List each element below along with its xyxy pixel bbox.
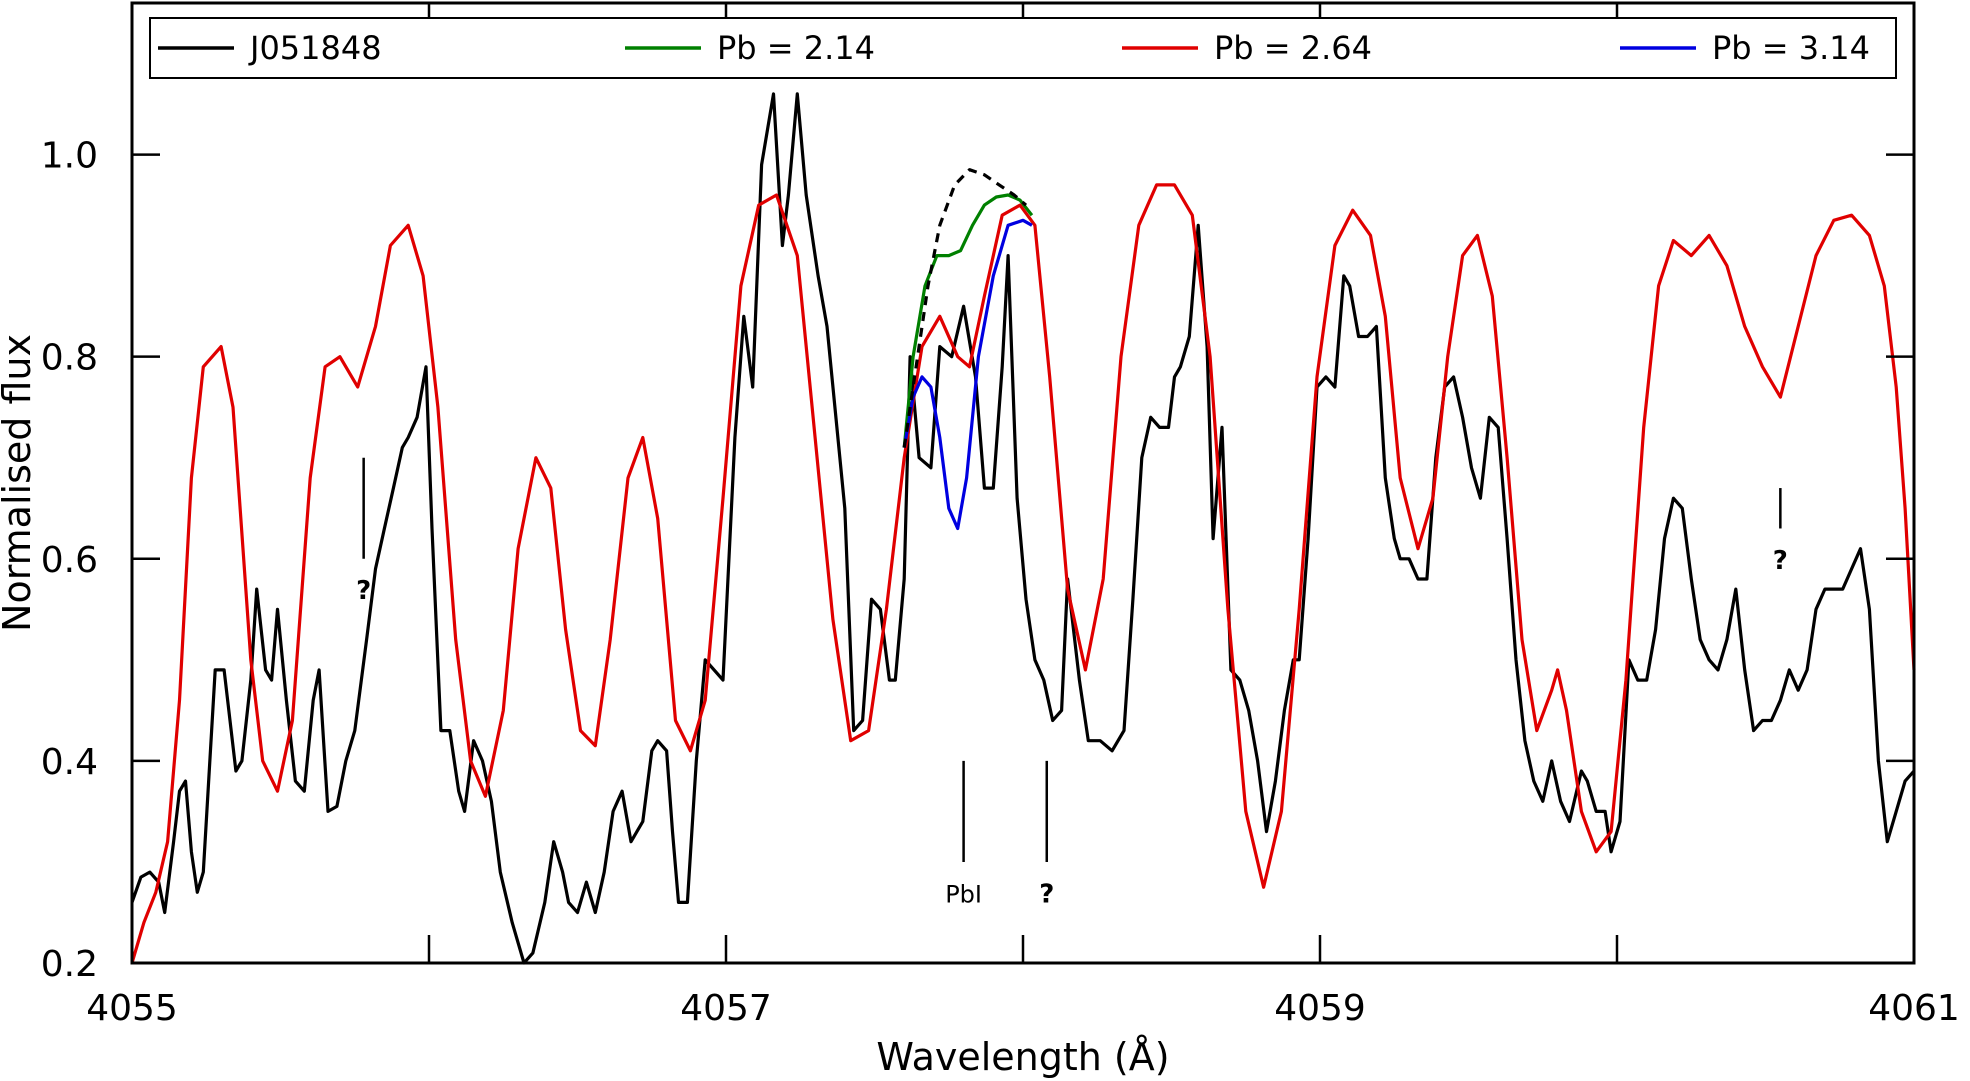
annotation-label-3: ? (1773, 546, 1788, 576)
annotation-label-1: PbI (945, 880, 982, 908)
legend-label-3: Pb = 3.14 (1712, 29, 1870, 67)
legend-box (149, 17, 1897, 79)
series-line-1 (902, 193, 1034, 448)
y-ticks: 0.2 0.4 0.6 0.8 1.0 (41, 136, 1914, 985)
x-tick-label: 4059 (1274, 988, 1366, 1029)
legend-label-0: J051848 (248, 29, 382, 67)
series-line-0 (130, 92, 1916, 965)
x-tick-label: 4057 (680, 988, 772, 1029)
y-tick-label: 0.4 (41, 742, 98, 783)
y-tick-label: 1.0 (41, 136, 98, 177)
legend-label-2: Pb = 2.64 (1214, 29, 1372, 67)
y-tick-label: 0.6 (41, 540, 98, 581)
series-line-3 (902, 218, 1033, 531)
series-line-4 (902, 168, 1028, 448)
annotation-label-0: ? (356, 576, 371, 606)
plot-frame (130, 1, 1916, 965)
series-line-2 (130, 183, 1916, 964)
x-ticks: 4055 4057 4059 4061 (86, 3, 1960, 1029)
y-tick-label: 0.2 (41, 944, 98, 985)
legend-label-1: Pb = 2.14 (717, 29, 875, 67)
annotations: ? PbI?? (356, 457, 1788, 909)
legend: J051848 Pb = 2.14 Pb = 2.64 Pb = 3.14 (149, 17, 1897, 79)
x-tick-label: 4061 (1868, 988, 1960, 1029)
y-axis-title: Normalised flux (0, 334, 39, 632)
x-tick-label: 4055 (86, 988, 178, 1029)
y-tick-label: 0.8 (41, 338, 98, 379)
x-axis-title: Wavelength (Å) (876, 1035, 1169, 1079)
annotation-label-2: ? (1039, 879, 1054, 909)
plot-lines (130, 92, 1916, 965)
